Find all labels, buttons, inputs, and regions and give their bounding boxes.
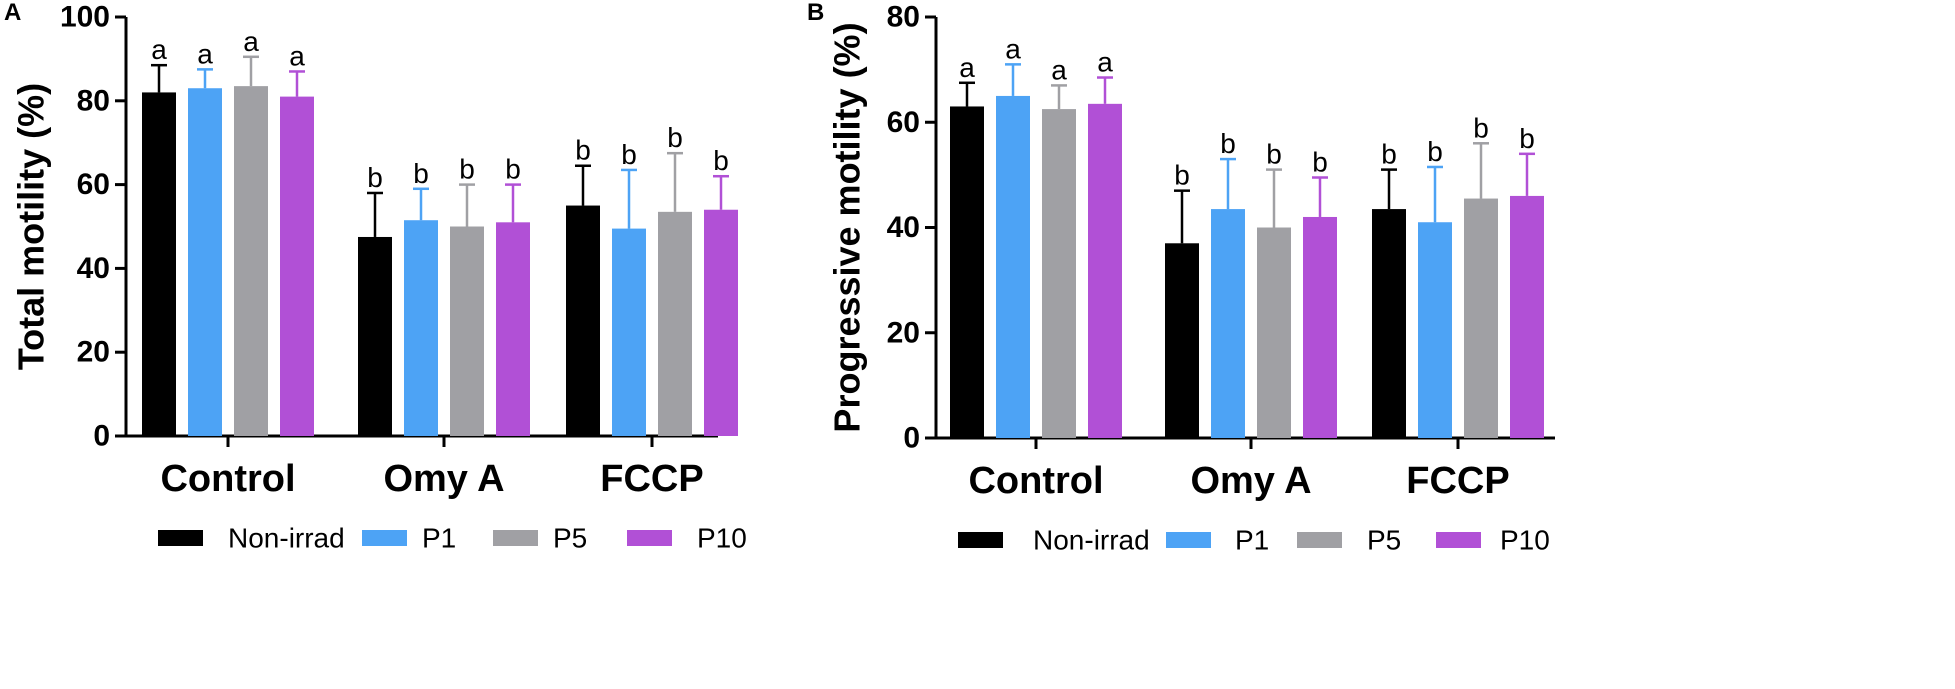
significance-label: a [959,52,975,83]
legend-swatch [1436,532,1481,548]
bar [142,92,176,437]
bar [1165,243,1199,438]
significance-label: b [505,154,521,185]
y-tick-label: 40 [77,252,110,285]
legend-label: Non-irrad [228,523,345,554]
y-tick-label: 0 [903,422,920,455]
y-tick-label: 0 [93,420,110,453]
significance-label: b [575,135,591,166]
y-tick-label: 80 [887,1,920,34]
bar [1211,209,1245,438]
y-tick-label: 60 [77,168,110,201]
bar [996,95,1030,438]
significance-label: a [197,38,213,69]
legend-swatch [627,530,672,546]
bar [1418,222,1452,438]
significance-label: b [367,162,383,193]
significance-label: b [621,139,637,170]
legend-swatch [493,530,538,546]
panel-letter: B [807,0,824,26]
legend-swatch [1166,532,1211,548]
significance-label: b [1174,160,1190,191]
bar [188,88,222,436]
bar [280,96,314,437]
category-label: FCCP [600,458,703,500]
bar [404,220,438,436]
y-axis-label: Progressive motility (%) [827,22,868,432]
category-label: Omy A [1190,460,1311,502]
bar [234,86,268,436]
bar [1464,198,1498,438]
significance-label: a [151,34,167,65]
significance-label: b [1266,139,1282,170]
significance-label: a [1051,54,1067,85]
significance-label: a [243,26,259,57]
legend-label: P5 [1367,525,1401,556]
significance-label: b [1381,139,1397,170]
significance-label: b [1427,136,1443,167]
significance-label: b [713,145,729,176]
bar [1303,216,1337,438]
significance-label: b [1473,112,1489,143]
legend-label: P10 [1500,525,1550,556]
bar [566,205,600,436]
significance-label: b [667,122,683,153]
bar [1042,109,1076,438]
significance-label: b [1312,147,1328,178]
significance-label: a [1005,33,1021,64]
bar [612,228,646,436]
bar [1257,227,1291,438]
panel-letter: A [4,0,21,26]
legend-label: P10 [697,523,747,554]
bar [658,211,692,436]
category-label: Control [968,460,1103,502]
legend-swatch [958,532,1003,548]
bar [358,236,392,436]
bar [450,226,484,436]
bar [1372,209,1406,438]
bar [1510,195,1544,438]
legend-swatch [362,530,407,546]
legend-label: P5 [553,523,587,554]
significance-label: a [1097,47,1113,78]
bar [704,209,738,436]
significance-label: b [413,158,429,189]
bar [1088,103,1122,439]
bar [496,222,530,436]
y-tick-label: 80 [77,84,110,117]
category-label: Omy A [383,458,504,500]
legend-label: Non-irrad [1033,525,1150,556]
legend-swatch [1297,532,1342,548]
category-label: Control [160,458,295,500]
legend-swatch [158,530,203,546]
y-axis-label: Total motility (%) [11,83,52,370]
significance-label: b [1519,123,1535,154]
legend-label: P1 [1235,525,1269,556]
y-tick-label: 40 [887,211,920,244]
y-tick-label: 20 [887,316,920,349]
y-tick-label: 20 [77,336,110,369]
y-tick-label: 60 [887,106,920,139]
bar [950,106,984,439]
category-label: FCCP [1406,460,1509,502]
significance-label: b [1220,128,1236,159]
legend-label: P1 [422,523,456,554]
significance-label: b [459,154,475,185]
y-tick-label: 100 [60,1,110,34]
significance-label: a [289,40,305,71]
